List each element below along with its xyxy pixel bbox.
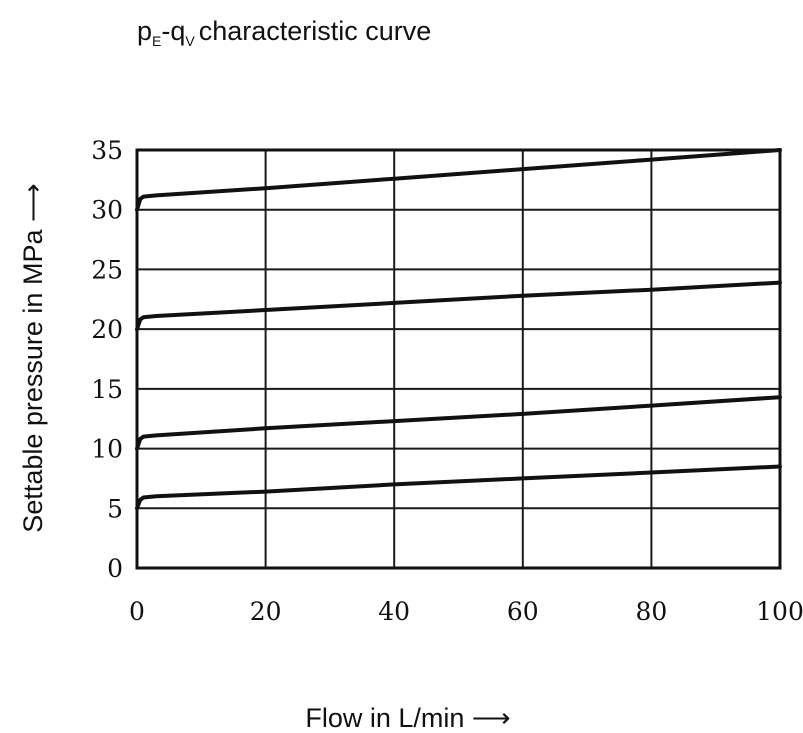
x-tick-labels: 0 20 40 60 80 100 [129, 597, 803, 626]
title-rest: characteristic curve [199, 16, 432, 46]
chart-title: pE-qV characteristic curve [137, 16, 431, 49]
y-axis-label: Settable pressure in MPa ⟶ [18, 183, 48, 532]
series-line-4 [135, 464, 782, 511]
series-lines [135, 148, 782, 511]
y-tick-label: 20 [91, 315, 123, 344]
y-tick-label: 5 [107, 494, 123, 523]
series-line-2 [135, 280, 782, 332]
title-q-subscript: V [185, 33, 195, 49]
x-tick-label: 100 [756, 597, 803, 626]
y-tick-label: 30 [91, 196, 123, 225]
y-tick-label: 10 [91, 435, 123, 464]
plot-frame [135, 148, 782, 570]
y-tick-label: 35 [91, 136, 123, 165]
x-tick-label: 80 [635, 597, 667, 626]
series-line-3 [135, 395, 782, 451]
series-line-1 [135, 148, 782, 212]
title-q: -q [161, 16, 185, 46]
title-p: p [137, 16, 152, 46]
x-tick-label: 60 [507, 597, 539, 626]
y-tick-labels: 0 5 10 15 20 25 30 35 [91, 136, 123, 583]
y-tick-label: 15 [91, 375, 123, 404]
x-axis-label: Flow in L/min ⟶ [305, 703, 510, 733]
x-tick-label: 20 [250, 597, 282, 626]
title-p-subscript: E [152, 33, 161, 49]
grid [136, 149, 781, 569]
x-tick-label: 40 [378, 597, 410, 626]
y-tick-label: 0 [107, 554, 123, 583]
x-tick-label: 0 [129, 597, 145, 626]
y-tick-label: 25 [91, 255, 123, 284]
